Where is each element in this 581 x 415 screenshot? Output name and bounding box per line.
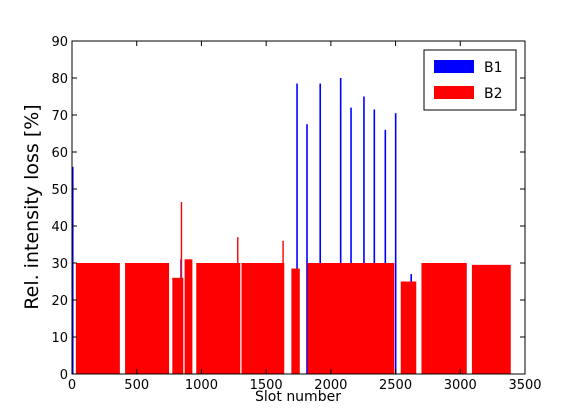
legend-swatch-b1	[434, 60, 474, 73]
b1-spike	[384, 129, 387, 374]
b1-spike	[339, 78, 342, 374]
b2-train	[400, 281, 417, 374]
y-tick-label: 70	[51, 109, 68, 124]
y-tick-label: 80	[51, 72, 68, 87]
b2-train	[196, 263, 241, 374]
y-tick-label: 20	[51, 294, 68, 309]
b2-spike	[237, 237, 239, 374]
b1-spike	[296, 83, 298, 375]
b1-spike	[363, 96, 365, 374]
legend-swatch-b2	[434, 86, 474, 99]
legend-label-b1: B1	[484, 60, 503, 76]
b1-spike	[394, 113, 397, 375]
b1-spike	[71, 166, 74, 374]
b2-train	[471, 264, 511, 374]
x-tick-label: 0	[68, 378, 76, 393]
x-tick-label: 500	[124, 378, 149, 393]
y-tick-label: 30	[51, 257, 68, 272]
b1-spike	[373, 109, 376, 374]
x-tick-label: 2500	[379, 378, 412, 393]
y-tick-label: 60	[51, 146, 68, 161]
legend-label-b2: B2	[484, 86, 503, 102]
legend: B1 B2	[423, 49, 517, 111]
b2-train	[172, 277, 184, 374]
b2-spike	[282, 240, 284, 374]
b2-train	[421, 263, 467, 374]
y-tick-label: 10	[51, 331, 68, 346]
plot-frame	[71, 40, 526, 375]
b1-spike	[306, 124, 308, 374]
y-tick-label: 0	[60, 368, 68, 383]
b2-train	[184, 259, 193, 374]
x-tick-label: 1500	[250, 378, 283, 393]
x-axis: 0 500 1000 1500 2000 2500 3000 3500	[68, 41, 542, 393]
x-tick-label: 3500	[508, 378, 541, 393]
y-tick-label: 90	[51, 35, 68, 50]
x-tick-label: 1000	[185, 378, 218, 393]
b1-spike	[350, 107, 352, 374]
y-tick-label: 50	[51, 183, 68, 198]
x-tick-label: 2000	[314, 378, 347, 393]
x-axis-title: Slot number	[255, 389, 341, 405]
chart-bars	[71, 78, 511, 375]
y-axis: 0 10 20 30 40 50 60 70 80 90	[51, 35, 525, 383]
b2-train	[241, 263, 285, 374]
b1-spike	[319, 83, 322, 375]
b2-train	[291, 268, 300, 374]
b2-train	[307, 263, 395, 374]
y-tick-label: 40	[51, 220, 68, 235]
y-axis-title: Rel. intensity loss [%]	[21, 104, 43, 309]
b2-train	[75, 263, 120, 374]
b2-spike	[180, 201, 183, 374]
x-tick-label: 3000	[444, 378, 477, 393]
b2-train	[125, 263, 170, 374]
